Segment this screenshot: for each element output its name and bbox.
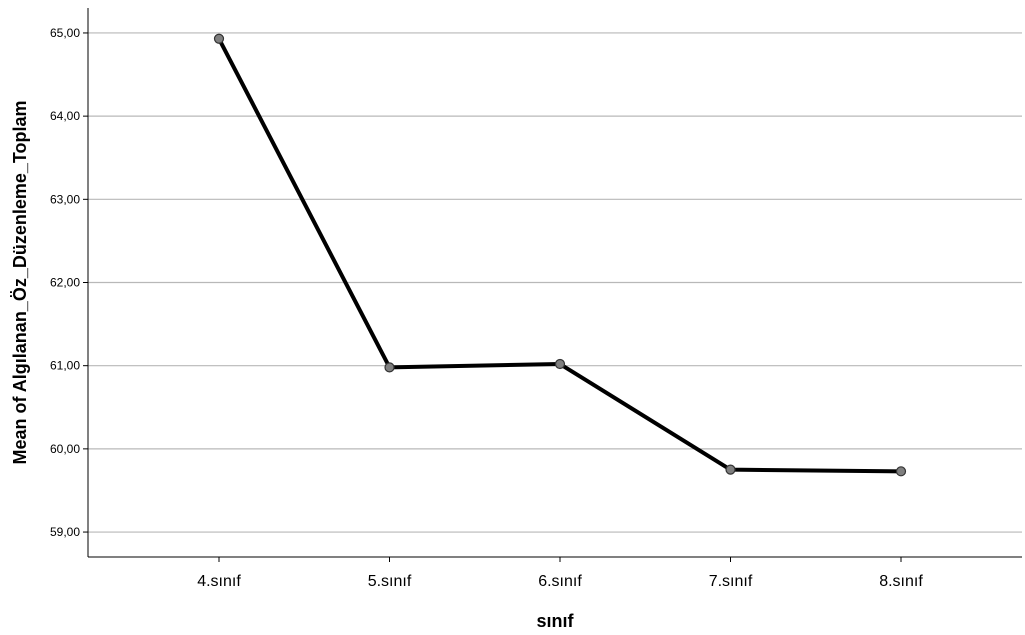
y-axis-title: Mean of Algılanan_Öz_Düzenleme_Toplam (10, 100, 30, 464)
data-point (213, 33, 225, 44)
y-tick-label: 63,00 (50, 192, 80, 206)
series (213, 33, 907, 477)
gridlines (88, 32, 1022, 533)
x-tick-label: 7.sınıf (709, 573, 753, 590)
y-tick-label: 62,00 (50, 276, 80, 290)
x-tick-label: 8.sınıf (879, 573, 923, 590)
x-tick-label: 6.sınıf (538, 573, 582, 590)
y-tick-label: 60,00 (50, 442, 80, 456)
x-tick-label: 4.sınıf (197, 573, 241, 590)
x-axis-title: sınıf (536, 611, 574, 631)
y-tick-label: 59,00 (50, 525, 80, 539)
y-tick-label: 64,00 (50, 109, 80, 123)
series-line (217, 36, 903, 474)
data-point (384, 362, 395, 373)
y-tick-label: 65,00 (50, 26, 80, 40)
x-tick-labels: 4.sınıf 5.sınıf 6.sınıf 7.sınıf 8.sınıf (197, 557, 923, 590)
data-point (554, 358, 566, 370)
data-point (725, 464, 736, 475)
data-point (895, 466, 907, 477)
x-tick-label: 5.sınıf (368, 573, 412, 590)
y-tick-label: 61,00 (50, 359, 80, 373)
y-tick-labels: 59,00 60,00 61,00 62,00 63,00 64,00 65,00 (50, 26, 88, 539)
